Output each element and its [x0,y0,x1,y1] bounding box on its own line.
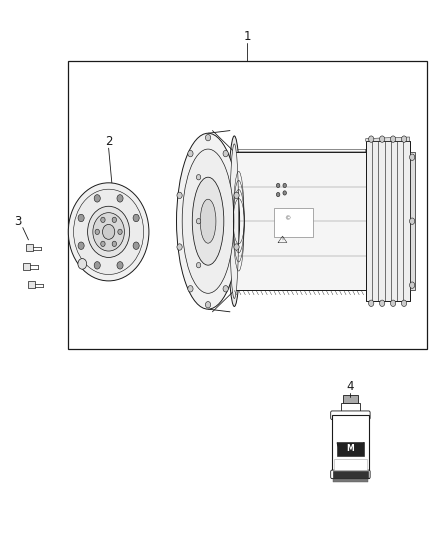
Circle shape [78,214,84,222]
Circle shape [283,183,286,188]
Bar [23,263,30,270]
Bar [26,244,33,251]
Text: M: M [346,445,354,453]
Bar [332,415,369,478]
Bar [234,152,366,290]
Ellipse shape [182,149,234,293]
Circle shape [196,263,201,268]
Circle shape [390,136,396,142]
Bar [366,141,410,301]
Circle shape [117,262,123,269]
Circle shape [401,136,406,142]
Circle shape [133,214,139,222]
Circle shape [234,192,239,199]
Circle shape [410,282,415,288]
Bar [68,61,427,349]
Circle shape [390,300,396,306]
Circle shape [102,224,115,239]
Circle shape [196,219,201,224]
Circle shape [101,241,105,247]
Circle shape [276,192,280,197]
Circle shape [112,241,117,247]
FancyBboxPatch shape [331,411,370,419]
FancyBboxPatch shape [331,470,370,479]
Bar [333,471,368,478]
Circle shape [234,244,239,250]
Circle shape [368,136,374,142]
Circle shape [401,300,406,306]
Circle shape [196,174,201,180]
Circle shape [95,229,99,235]
Ellipse shape [228,136,241,306]
Ellipse shape [177,133,240,309]
Circle shape [379,136,385,142]
Circle shape [112,217,117,222]
Circle shape [93,213,124,251]
Bar [341,403,360,413]
Circle shape [205,134,211,141]
Circle shape [78,242,84,249]
Circle shape [133,242,139,249]
Polygon shape [234,149,366,152]
Circle shape [188,150,193,157]
Circle shape [88,206,130,257]
Circle shape [276,183,280,188]
Circle shape [410,218,415,224]
Circle shape [379,300,385,306]
Circle shape [94,262,100,269]
Text: 4: 4 [346,380,354,393]
Circle shape [223,150,228,157]
Ellipse shape [192,177,224,265]
Bar [337,442,364,456]
Circle shape [68,183,149,281]
Circle shape [188,286,193,292]
Bar [274,208,313,237]
Bar [410,152,415,290]
Circle shape [117,195,123,202]
Text: 1: 1 [244,30,251,43]
Ellipse shape [230,144,239,298]
Bar [28,281,35,288]
Circle shape [368,300,374,306]
Circle shape [283,191,286,195]
Bar [343,395,358,403]
Bar [334,459,367,470]
Text: 2: 2 [105,135,113,148]
Bar [333,479,368,482]
Text: 3: 3 [14,215,21,228]
Circle shape [205,302,211,308]
Circle shape [74,189,144,274]
Circle shape [410,154,415,160]
Circle shape [94,195,100,202]
Ellipse shape [200,199,216,243]
Circle shape [223,286,228,292]
Polygon shape [366,137,410,141]
Text: ©: © [284,216,290,221]
Circle shape [177,244,182,250]
Circle shape [118,229,122,235]
Circle shape [101,217,105,222]
Circle shape [78,259,87,269]
Circle shape [177,192,182,199]
